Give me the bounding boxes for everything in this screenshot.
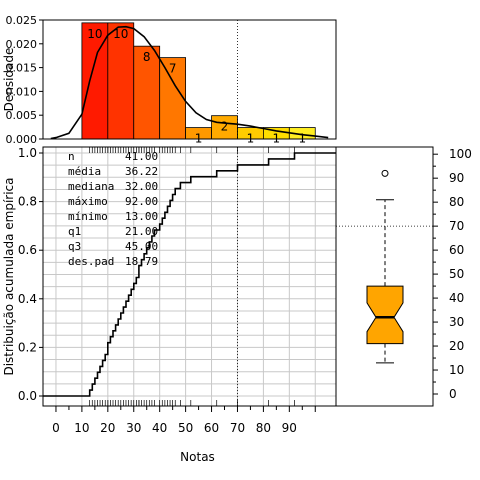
boxplot-y-tick-label: 100 (449, 147, 472, 161)
stat-value: 21.00 (125, 225, 158, 238)
boxplot-y-tick-label: 70 (449, 219, 464, 233)
ecdf-rug (89, 147, 295, 406)
histogram-y-tick-label: 0.015 (6, 62, 38, 75)
ecdf-grid (43, 147, 336, 406)
histogram-bar (107, 22, 135, 140)
ecdf-y-tick-label: 0.4 (18, 292, 37, 306)
histogram-y-tick-label: 0.000 (6, 133, 38, 146)
bar-count-label: 2 (221, 120, 229, 134)
stat-label: mínimo (68, 210, 108, 223)
stat-label: q3 (68, 240, 81, 253)
histogram-y-axis: 0.000 0.005 0.010 0.015 0.020 0.025 (6, 14, 43, 146)
histogram-bar (159, 57, 187, 140)
histogram-y-tick-label: 0.025 (6, 14, 38, 27)
boxplot-panel: 0 10 20 30 40 50 60 70 80 90 100 (335, 146, 472, 407)
bar-count-label: 8 (143, 50, 151, 64)
ecdf-y-tick-label: 0.6 (18, 243, 37, 257)
ecdf-step-line (43, 152, 336, 397)
boxplot-y-tick-label: 10 (449, 363, 464, 377)
ecdf-panel: n 41.00 média 36.22 mediana 32.00 máximo 92.00 m… (2, 146, 337, 464)
ecdf-y-tick-label: 1.0 (18, 146, 37, 160)
summary-stats: n 41.00 média 36.22 mediana 32.00 máximo 92.00 m… (68, 150, 158, 268)
ecdf-x-tick-label: 90 (282, 421, 297, 435)
ecdf-x-tick-label: 60 (204, 421, 219, 435)
ecdf-x-tick-label: 80 (256, 421, 271, 435)
x-axis-label: Notas (180, 450, 215, 464)
density-curve (50, 25, 329, 140)
ecdf-line (43, 152, 336, 397)
ecdf-x-tick-label: 0 (52, 421, 60, 435)
stat-label: média (68, 165, 101, 178)
ecdf-x-tick-label: 70 (230, 421, 245, 435)
stat-label: máximo (68, 195, 108, 208)
stat-label: q1 (68, 225, 81, 238)
boxplot-y-tick-label: 30 (449, 315, 464, 329)
ecdf-x-axis: 0 10 20 30 40 50 60 70 80 90 (52, 405, 316, 435)
stat-value: 45.00 (125, 240, 158, 253)
boxplot-outliers (381, 169, 389, 177)
bar-count-label: 10 (87, 27, 102, 41)
boxplot-y-tick-label: 40 (449, 291, 464, 305)
histogram-frame (42, 19, 337, 140)
ecdf-x-tick-label: 20 (100, 421, 115, 435)
boxplot-y-axis: 0 10 20 30 40 50 60 70 80 90 100 (433, 147, 472, 401)
bar-count-label: 10 (113, 27, 128, 41)
boxplot-y-tick-label: 90 (449, 171, 464, 185)
ecdf-x-tick-label: 40 (152, 421, 167, 435)
boxplot-y-tick-label: 80 (449, 195, 464, 209)
ecdf-x-tick-label: 10 (74, 421, 89, 435)
boxplot-y-tick-label: 50 (449, 267, 464, 281)
ecdf-x-tick-label: 50 (178, 421, 193, 435)
histogram-y-tick-label: 0.010 (6, 85, 38, 98)
boxplot-outlier (381, 169, 389, 177)
ecdf-x-tick-label: 30 (126, 421, 141, 435)
stat-value: 18.79 (125, 255, 158, 268)
histogram-bars (81, 22, 316, 140)
histogram-y-tick-label: 0.005 (6, 109, 38, 122)
stat-label: mediana (68, 180, 114, 193)
boxplot-y-tick-label: 20 (449, 339, 464, 353)
stat-value: 92.00 (125, 195, 158, 208)
histogram-y-tick-label: 0.020 (6, 38, 38, 51)
stat-value: 41.00 (125, 150, 158, 163)
ecdf-y-axis: 0.0 0.2 0.4 0.6 0.8 1.0 (18, 146, 43, 403)
ecdf-y-tick-label: 0.2 (18, 340, 37, 354)
bar-count-label: 7 (169, 62, 177, 76)
histogram-bar (133, 45, 161, 140)
stat-value: 13.00 (125, 210, 158, 223)
boxplot-y-tick-label: 60 (449, 243, 464, 257)
stat-label: n (68, 150, 75, 163)
boxplot-y-tick-label: 0 (449, 387, 457, 401)
boxplot-box (366, 285, 404, 345)
stat-label: des.pad (68, 255, 114, 268)
histogram-y-label: Densidade (2, 48, 16, 112)
ecdf-y-tick-label: 0.8 (18, 195, 37, 209)
ecdf-y-tick-label: 0.0 (18, 389, 37, 403)
boxplot-frame (335, 146, 434, 407)
stat-value: 36.22 (125, 165, 158, 178)
stat-value: 32.00 (125, 180, 158, 193)
ecdf-y-label: Distribuição acumulada empírica (2, 177, 16, 375)
